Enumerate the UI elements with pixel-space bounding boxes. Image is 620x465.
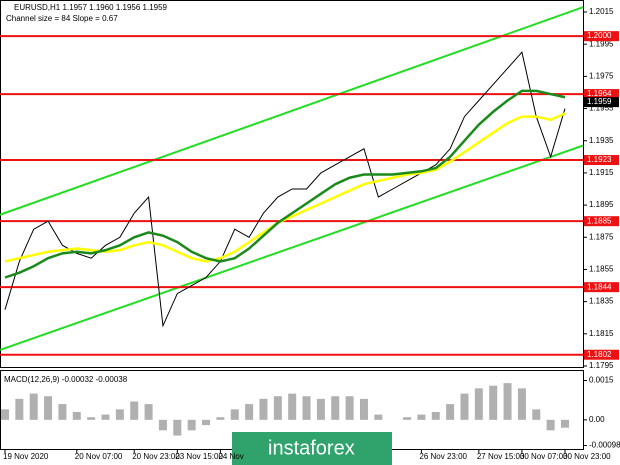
x-tick-label: 20 Nov 07:00	[75, 452, 123, 461]
level-tag	[584, 89, 619, 100]
x-tick-label: 24 Nov	[218, 452, 243, 461]
level-tag	[584, 31, 619, 42]
level-label: 1.1923	[587, 155, 612, 164]
current-price-tag	[584, 97, 619, 108]
y-tick-label: 1.1815	[589, 329, 614, 338]
macd-bar	[474, 388, 483, 420]
macd-bar	[29, 393, 38, 420]
macd-bar	[130, 401, 139, 420]
chart-title: EURUSD,H1 1.1957 1.1960 1.1956 1.1959	[14, 3, 168, 12]
macd-bar	[144, 404, 153, 420]
price-panel	[0, 0, 584, 368]
macd-bar	[245, 404, 254, 420]
y-tick-label: 1.1935	[589, 136, 614, 145]
macd-bar	[288, 393, 297, 420]
macd-bar	[115, 409, 124, 420]
macd-bar	[359, 398, 368, 420]
y-tick-label: 1.1855	[589, 265, 614, 274]
macd-bar	[15, 398, 24, 420]
macd-tick-label: -0.00098	[589, 441, 620, 450]
macd-bar	[316, 398, 325, 420]
y-tick-label: 1.1955	[589, 104, 614, 113]
macd-tick-label: 0.00	[589, 415, 605, 424]
macd-bar	[230, 409, 239, 420]
y-tick-label: 1.2015	[589, 7, 614, 16]
level-tag	[584, 216, 619, 227]
y-tick-label: 1.1975	[589, 71, 614, 80]
macd-bar	[302, 396, 311, 420]
x-tick-label: 26 Nov 23:00	[419, 452, 467, 461]
macd-bar	[202, 419, 211, 426]
macd-bar	[374, 414, 383, 420]
macd-bar	[72, 411, 81, 420]
macd-bar	[546, 419, 555, 431]
macd-bar	[331, 396, 340, 420]
channel-upper	[0, 6, 584, 216]
y-tick-label: 1.1995	[589, 39, 614, 48]
level-tag	[584, 282, 619, 293]
y-tick-label: 1.1875	[589, 232, 614, 241]
y-tick-label: 1.1915	[589, 168, 614, 177]
macd-bar	[532, 409, 541, 420]
current-price-label: 1.1959	[587, 97, 612, 106]
macd-bar	[187, 419, 196, 431]
macd-bar	[561, 419, 569, 428]
macd-bar	[431, 411, 440, 420]
channel-lower	[0, 144, 584, 351]
macd-bar	[216, 417, 225, 420]
macd-bar	[460, 393, 469, 420]
watermark: instaforex	[268, 437, 355, 459]
macd-bar	[173, 419, 182, 436]
x-tick-label: 20 Nov 23:00	[132, 452, 180, 461]
level-label: 1.1885	[587, 216, 612, 225]
macd-bar	[489, 385, 498, 420]
macd-bar	[101, 414, 110, 420]
x-tick-label: 27 Nov 15:00	[477, 452, 525, 461]
macd-bar	[44, 396, 53, 420]
macd-bar	[158, 419, 167, 431]
macd-bar	[503, 383, 512, 420]
y-tick-label: 1.1895	[589, 200, 614, 209]
x-tick-label: 23 Nov 15:00	[175, 452, 223, 461]
subtitle: Channel size = 84 Slope = 0.67	[6, 14, 118, 23]
macd-bar	[517, 388, 526, 420]
level-label: 1.1844	[587, 282, 612, 291]
series-line	[4, 89, 566, 279]
macd-bar	[446, 404, 455, 420]
level-label: 1.2000	[587, 31, 612, 40]
level-label: 1.1802	[587, 350, 612, 359]
x-tick-label: 30 Nov 23:00	[563, 452, 611, 461]
level-label: 1.1964	[587, 89, 612, 98]
y-tick-label: 1.1835	[589, 297, 614, 306]
watermark-box	[232, 432, 392, 465]
macd-bar	[259, 398, 268, 420]
macd-label: MACD(12,26,9) -0.00032 -0.00038	[4, 375, 128, 384]
macd-tick-label: 0.0015	[589, 376, 614, 385]
macd-bar	[345, 396, 354, 420]
macd-bar	[417, 414, 426, 420]
macd-bar	[58, 404, 67, 420]
macd-bar	[273, 396, 282, 420]
y-tick-label: 1.1795	[589, 361, 614, 370]
x-tick-label: 19 Nov 2020	[3, 452, 49, 461]
x-tick-label: 30 Nov 07:00	[520, 452, 568, 461]
level-tag	[584, 155, 619, 166]
macd-bar	[403, 417, 412, 420]
macd-bar	[87, 417, 96, 420]
level-tag	[584, 349, 619, 360]
macd-bar	[1, 409, 9, 420]
